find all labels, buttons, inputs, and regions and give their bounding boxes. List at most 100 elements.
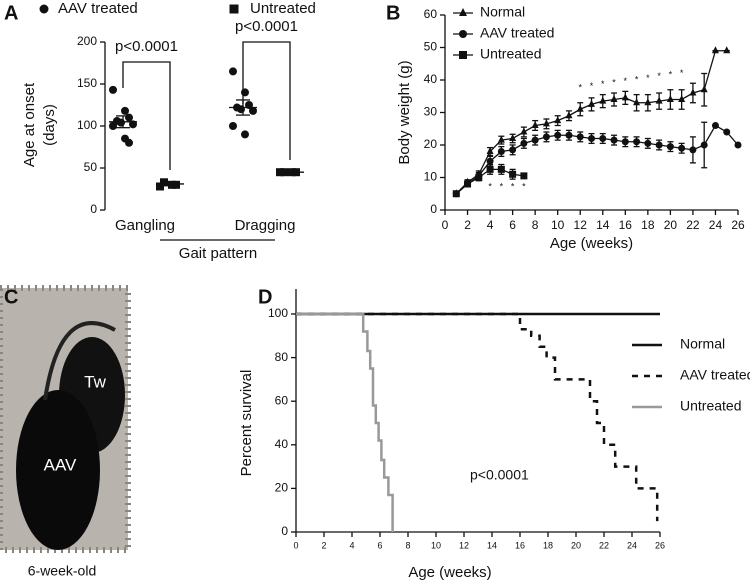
photo-texture bbox=[0, 285, 131, 553]
significance-bracket bbox=[122, 61, 171, 170]
marker bbox=[542, 133, 550, 141]
legend-label: Untreated bbox=[680, 398, 741, 414]
panel-label: A bbox=[4, 2, 18, 24]
marker bbox=[666, 95, 674, 102]
marker bbox=[241, 88, 249, 97]
marker bbox=[678, 144, 686, 152]
marker bbox=[689, 146, 697, 154]
significance-star: * bbox=[612, 78, 616, 88]
marker bbox=[689, 88, 697, 96]
x-tick-label: 10 bbox=[551, 218, 565, 232]
x-tick-label: 22 bbox=[686, 218, 700, 232]
y-tick-label: 40 bbox=[424, 72, 438, 86]
y-tick-label: 100 bbox=[268, 306, 288, 320]
marker bbox=[588, 99, 595, 107]
x-tick-label: 12 bbox=[574, 218, 588, 232]
significance-star: * bbox=[500, 181, 504, 191]
marker bbox=[633, 98, 641, 106]
x-tick-label: 12 bbox=[459, 540, 469, 550]
x-tick-label: 0 bbox=[442, 218, 449, 232]
y-tick-label: 60 bbox=[275, 393, 289, 407]
y-axis-label: Age at onset bbox=[21, 82, 38, 167]
marker bbox=[565, 111, 573, 119]
marker bbox=[229, 122, 237, 130]
legend-label: AAV treated bbox=[480, 25, 554, 41]
marker bbox=[666, 143, 674, 151]
marker bbox=[621, 138, 629, 146]
marker bbox=[531, 121, 539, 128]
data-line bbox=[455, 50, 727, 195]
x-tick-label: 8 bbox=[532, 218, 539, 232]
legend-label: AAV treated bbox=[58, 0, 138, 17]
x-tick-label: 10 bbox=[431, 540, 441, 550]
marker bbox=[117, 118, 125, 127]
marker bbox=[576, 133, 584, 141]
marker bbox=[655, 96, 663, 104]
x-axis-label: Gait pattern bbox=[179, 245, 257, 262]
marker bbox=[711, 46, 719, 54]
annotation: p<0.0001 bbox=[235, 18, 298, 35]
marker bbox=[464, 180, 472, 188]
marker bbox=[599, 96, 607, 104]
marker bbox=[700, 141, 708, 149]
photo-label: Tw bbox=[84, 372, 106, 391]
significance-star: * bbox=[511, 181, 515, 191]
significance-star: * bbox=[646, 73, 650, 83]
y-tick-label: 10 bbox=[424, 170, 438, 184]
significance-star: * bbox=[624, 76, 628, 86]
marker bbox=[542, 119, 550, 127]
marker bbox=[237, 105, 245, 114]
panel-label: D bbox=[258, 286, 272, 308]
legend-marker bbox=[459, 51, 467, 59]
y-tick-label: 30 bbox=[424, 105, 438, 119]
x-tick-label: 22 bbox=[599, 540, 609, 550]
legend-label: Normal bbox=[480, 4, 525, 20]
marker bbox=[509, 170, 517, 178]
significance-star: * bbox=[657, 71, 661, 81]
marker bbox=[520, 172, 528, 180]
x-tick-label: Dragging bbox=[235, 217, 296, 234]
x-tick-label: 24 bbox=[709, 218, 723, 232]
x-tick-label: Gangling bbox=[115, 217, 175, 234]
significance-star: * bbox=[578, 82, 582, 92]
x-tick-label: 18 bbox=[641, 218, 655, 232]
annotation: p<0.0001 bbox=[470, 467, 529, 483]
x-axis-label: Age (weeks) bbox=[408, 564, 491, 581]
photo: AAV Tw 6-week-old C bbox=[0, 285, 131, 579]
marker bbox=[497, 148, 505, 155]
marker bbox=[109, 85, 117, 94]
x-tick-label: 16 bbox=[619, 218, 633, 232]
mouse-aav bbox=[16, 390, 100, 550]
significance-star: * bbox=[680, 68, 684, 78]
marker bbox=[723, 128, 731, 136]
marker bbox=[565, 131, 573, 139]
marker bbox=[655, 141, 663, 149]
photo-caption: 6-week-old bbox=[28, 563, 96, 579]
marker bbox=[475, 174, 483, 181]
marker bbox=[109, 122, 117, 130]
marker bbox=[610, 136, 618, 144]
marker bbox=[172, 180, 180, 189]
marker bbox=[156, 182, 164, 191]
marker bbox=[249, 106, 257, 115]
marker bbox=[229, 67, 237, 76]
significance-star: * bbox=[601, 79, 605, 89]
x-tick-label: 0 bbox=[293, 540, 298, 550]
y-tick-label: 40 bbox=[275, 437, 289, 451]
survival-curve bbox=[296, 312, 394, 532]
y-tick-label: 0 bbox=[90, 202, 97, 216]
marker bbox=[486, 157, 494, 165]
x-tick-label: 14 bbox=[487, 540, 497, 550]
legend-marker bbox=[459, 8, 467, 16]
marker bbox=[452, 190, 460, 198]
legend-label: Untreated bbox=[250, 0, 316, 17]
x-tick-label: 2 bbox=[464, 218, 471, 232]
x-tick-label: 18 bbox=[543, 540, 553, 550]
marker bbox=[520, 139, 528, 147]
x-tick-label: 4 bbox=[349, 540, 354, 550]
x-tick-label: 24 bbox=[627, 540, 637, 550]
significance-star: * bbox=[590, 81, 594, 91]
x-tick-label: 6 bbox=[509, 218, 516, 232]
legend-marker bbox=[39, 4, 49, 14]
y-tick-label: 0 bbox=[430, 202, 437, 216]
